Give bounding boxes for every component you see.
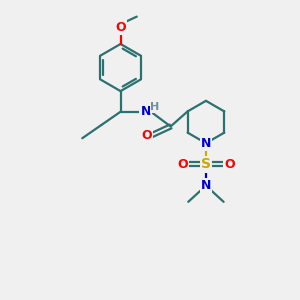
Text: S: S	[201, 158, 211, 171]
Text: O: O	[142, 129, 152, 142]
Text: H: H	[150, 102, 160, 112]
Text: N: N	[201, 137, 211, 150]
Text: N: N	[140, 105, 151, 118]
Text: O: O	[177, 158, 188, 171]
Text: O: O	[224, 158, 235, 171]
Text: O: O	[115, 21, 126, 34]
Text: N: N	[201, 179, 211, 192]
